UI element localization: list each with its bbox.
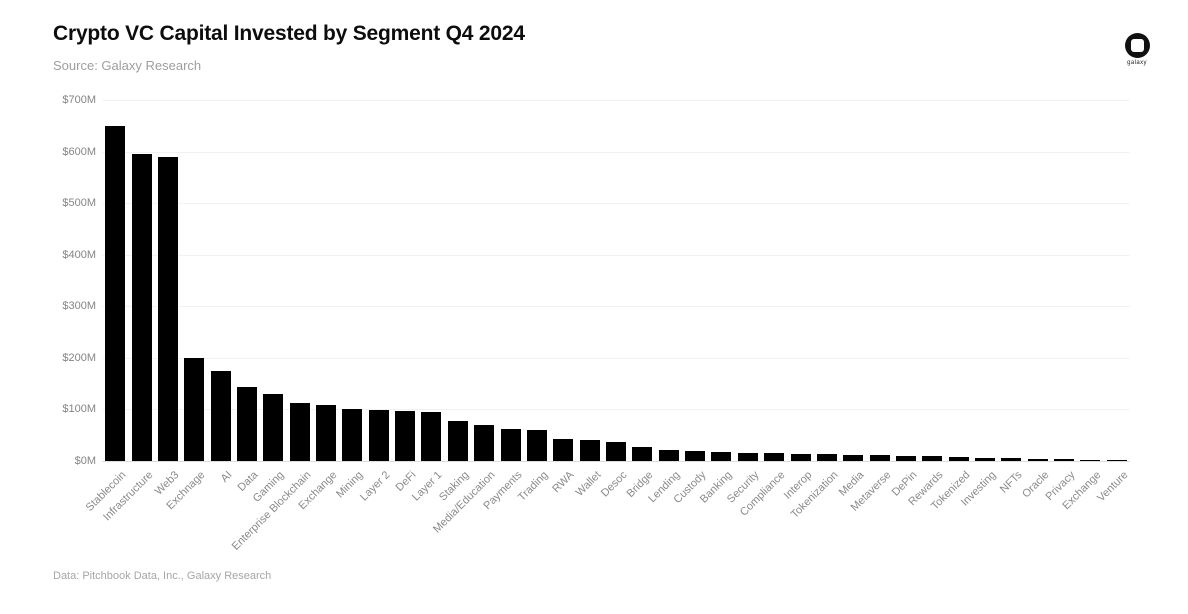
x-axis-category-label: AI (218, 469, 235, 485)
bar-rewards (922, 456, 943, 461)
bar-defi (395, 411, 416, 461)
bar-payments (500, 429, 521, 461)
bar-web3 (157, 157, 178, 461)
gridline (102, 357, 1130, 359)
bar-investing (975, 458, 996, 461)
galaxy-logo-label: galaxy (1127, 60, 1147, 66)
bar-infrastructure (131, 154, 152, 461)
y-axis-tick-label: $600M (62, 145, 96, 158)
gridline (102, 203, 1130, 205)
y-axis-tick-label: $0M (74, 455, 96, 467)
bar-exchange (1080, 460, 1101, 461)
bar-banking (711, 452, 732, 461)
bar-layer-2 (368, 410, 389, 461)
bar-oracle (1027, 459, 1048, 461)
y-axis-tick-label: $500M (62, 197, 96, 210)
chart-title: Crypto VC Capital Invested by Segment Q4… (53, 22, 525, 45)
y-axis-tick-label: $100M (62, 403, 96, 416)
bar-interop (790, 454, 811, 461)
gridline (102, 409, 1130, 411)
bar-mining (342, 409, 363, 461)
galaxy-logo-square (1130, 39, 1144, 52)
bar-rwa (553, 439, 574, 461)
x-axis-category-label: Desoc (598, 469, 630, 500)
bar-bridge (632, 447, 653, 461)
bar-custody (685, 451, 706, 461)
bar-nfts (1001, 458, 1022, 461)
bar-trading (526, 430, 547, 461)
bar-data (236, 387, 257, 461)
bar-enterprise-blockchain (289, 403, 310, 461)
bar-privacy (1054, 459, 1075, 461)
bar-lending (658, 450, 679, 461)
bar-metaverse (869, 455, 890, 461)
bar-desoc (606, 442, 626, 461)
y-axis-tick-label: $400M (62, 248, 96, 261)
bar-exchange (316, 405, 337, 461)
bar-gaming (263, 394, 284, 461)
bar-compliance (764, 453, 785, 461)
galaxy-logo-icon (1124, 33, 1150, 58)
y-axis-tick-label: $700M (62, 94, 96, 106)
y-axis-tick-label: $200M (62, 351, 96, 364)
y-axis-tick-label: $300M (62, 300, 96, 313)
bar-tokenization (816, 454, 837, 461)
bar-media-education (474, 425, 495, 461)
bar-staking (447, 421, 468, 461)
chart-source: Source: Galaxy Research (53, 58, 202, 73)
data-attribution: Data: Pitchbook Data, Inc., Galaxy Resea… (53, 570, 272, 582)
gridline (102, 254, 1130, 256)
bar-tokenized (948, 457, 969, 461)
gridline (102, 100, 1130, 101)
x-axis-line (102, 461, 1130, 462)
gridline (102, 306, 1130, 308)
bar-security (737, 453, 758, 461)
bar-ai (210, 371, 231, 461)
bar-media (843, 455, 864, 461)
gridline (102, 151, 1130, 153)
x-axis-category-label: RWA (550, 469, 577, 496)
galaxy-logo: galaxy (1118, 33, 1156, 66)
bar-venture (1106, 460, 1127, 461)
bar-stablecoin (105, 126, 126, 461)
bar-depin (895, 456, 916, 461)
bar-exchnage (184, 358, 205, 461)
bar-wallet (579, 440, 600, 461)
bar-layer-1 (421, 412, 442, 461)
x-axis-category-label: Wallet (573, 469, 604, 499)
